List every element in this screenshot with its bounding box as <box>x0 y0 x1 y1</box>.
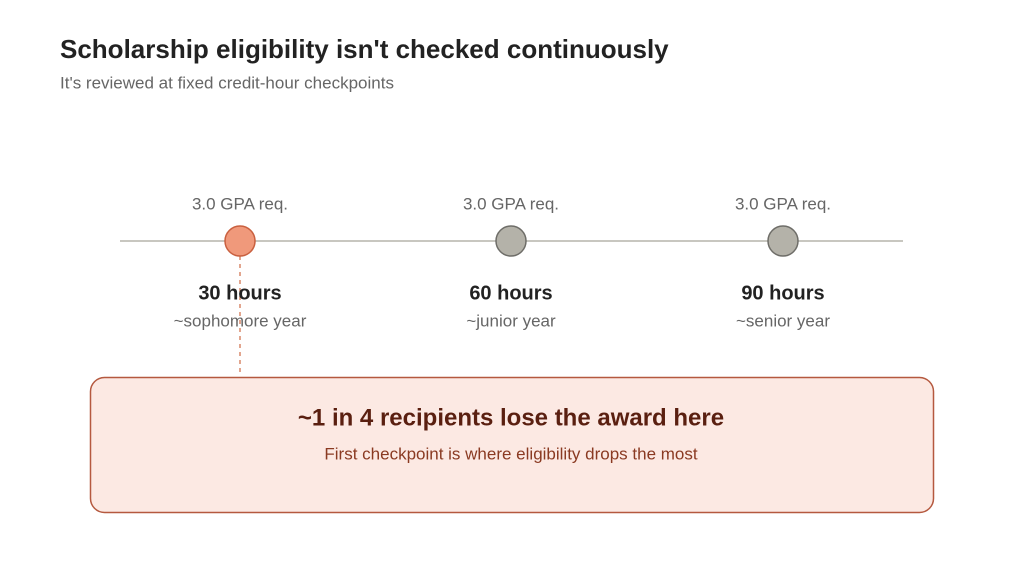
checkpoint-dot <box>224 225 256 257</box>
callout-text: First checkpoint is where eligibility dr… <box>324 444 697 463</box>
checkpoint-sublabel: ~sophomore year <box>174 311 307 330</box>
checkpoint-dot <box>767 225 799 257</box>
subtitle: It's reviewed at fixed credit-hour check… <box>60 73 394 92</box>
requirement: 3.0 GPA req. <box>735 194 831 213</box>
requirement: 3.0 GPA req. <box>463 194 559 213</box>
callout-headline: ~1 in 4 recipients lose the award here <box>298 404 724 431</box>
checkpoint-label: 30 hours <box>198 282 281 304</box>
checkpoint-dot <box>495 225 527 257</box>
title: Scholarship eligibility isn't checked co… <box>60 34 669 64</box>
checkpoint-label: 90 hours <box>741 282 824 304</box>
checkpoint-sublabel: ~senior year <box>736 311 830 330</box>
checkpoint-sublabel: ~junior year <box>466 311 556 330</box>
requirement: 3.0 GPA req. <box>192 194 288 213</box>
checkpoint-label: 60 hours <box>469 282 552 304</box>
callout-box <box>89 376 935 514</box>
